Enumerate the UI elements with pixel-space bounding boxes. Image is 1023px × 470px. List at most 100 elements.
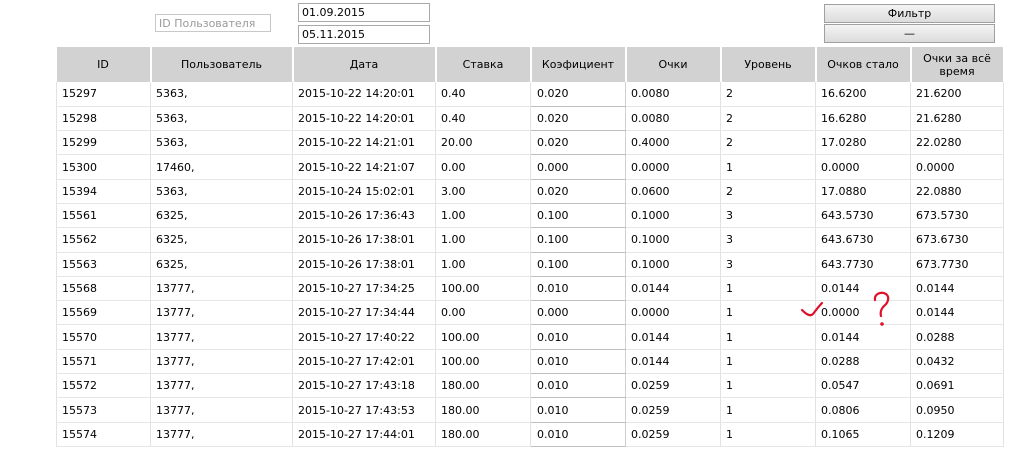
cell-points-total: 22.0280	[910, 130, 1004, 156]
cell-level: 2	[720, 106, 816, 132]
cell-points: 0.0080	[625, 106, 721, 132]
reset-button[interactable]: —	[824, 24, 995, 43]
column-header-points-after[interactable]: Очков стало	[815, 47, 912, 82]
cell-id: 15394	[56, 179, 151, 204]
cell-id: 15569	[56, 300, 151, 326]
cell-date: 2015-10-22 14:21:07	[292, 154, 436, 180]
cell-bet: 1.00	[435, 203, 531, 229]
cell-id: 15571	[56, 349, 151, 375]
cell-bet: 0.40	[435, 82, 531, 107]
column-header-user[interactable]: Пользователь	[150, 47, 294, 82]
cell-level: 2	[720, 82, 816, 107]
cell-id: 15561	[56, 203, 151, 229]
cell-points: 0.4000	[625, 130, 721, 156]
cell-points-total: 0.0144	[910, 300, 1004, 326]
cell-coefficient: 0.010	[530, 422, 626, 447]
cell-coefficient: 0.010	[530, 276, 626, 302]
cell-id: 15573	[56, 397, 151, 423]
table-row: 15394 5363, 2015-10-24 15:02:01 3.00 0.020 0.…	[56, 179, 1004, 204]
data-table: ID Пользователь Дата Ставка Коэфициент О…	[56, 47, 1005, 447]
cell-points-after: 0.0547	[815, 373, 911, 399]
cell-user: 5363,	[150, 106, 293, 132]
cell-bet: 0.00	[435, 154, 531, 180]
cell-points-total: 673.7730	[910, 252, 1004, 277]
cell-points-after: 643.7730	[815, 252, 911, 277]
cell-user: 5363,	[150, 179, 293, 204]
table-row: 15297 5363, 2015-10-22 14:20:01 0.40 0.020 0.…	[56, 82, 1004, 107]
column-header-coefficient[interactable]: Коэфициент	[530, 47, 627, 82]
cell-level: 1	[720, 276, 816, 302]
date-to-input[interactable]	[298, 25, 430, 44]
cell-level: 1	[720, 154, 816, 180]
cell-points-after: 0.0000	[815, 154, 911, 180]
column-header-date[interactable]: Дата	[292, 47, 437, 82]
column-header-points-total[interactable]: Очки за всё время	[910, 47, 1005, 82]
cell-coefficient: 0.020	[530, 179, 626, 204]
cell-user: 5363,	[150, 130, 293, 156]
cell-points-after: 16.6280	[815, 106, 911, 132]
cell-date: 2015-10-27 17:43:53	[292, 397, 436, 423]
cell-points-after: 643.6730	[815, 227, 911, 253]
cell-points: 0.0000	[625, 154, 721, 180]
cell-points: 0.0144	[625, 349, 721, 375]
cell-coefficient: 0.010	[530, 397, 626, 423]
cell-date: 2015-10-27 17:43:18	[292, 373, 436, 399]
cell-points-after: 17.0280	[815, 130, 911, 156]
cell-id: 15570	[56, 324, 151, 350]
cell-points-after: 16.6200	[815, 82, 911, 107]
cell-points-after: 0.0806	[815, 397, 911, 423]
cell-date: 2015-10-26 17:38:01	[292, 227, 436, 253]
table-row: 15574 13777, 2015-10-27 17:44:01 180.00 0.01…	[56, 422, 1004, 447]
cell-date: 2015-10-22 14:20:01	[292, 82, 436, 107]
cell-points: 0.0144	[625, 276, 721, 302]
cell-user: 6325,	[150, 227, 293, 253]
cell-points-after: 0.0288	[815, 349, 911, 375]
cell-level: 3	[720, 203, 816, 229]
cell-points-after: 0.0144	[815, 324, 911, 350]
table-header-row: ID Пользователь Дата Ставка Коэфициент О…	[56, 47, 1005, 82]
cell-date: 2015-10-27 17:34:44	[292, 300, 436, 326]
cell-user: 13777,	[150, 324, 293, 350]
cell-coefficient: 0.020	[530, 82, 626, 107]
cell-user: 13777,	[150, 397, 293, 423]
column-header-points[interactable]: Очки	[625, 47, 722, 82]
user-id-input[interactable]	[155, 14, 271, 32]
cell-points-total: 21.6280	[910, 106, 1004, 132]
cell-points-after: 0.1065	[815, 422, 911, 447]
cell-coefficient: 0.000	[530, 300, 626, 326]
cell-id: 15572	[56, 373, 151, 399]
cell-user: 5363,	[150, 82, 293, 107]
cell-points-after: 643.5730	[815, 203, 911, 229]
date-from-input[interactable]	[298, 3, 430, 22]
cell-date: 2015-10-22 14:20:01	[292, 106, 436, 132]
cell-level: 2	[720, 130, 816, 156]
column-header-bet[interactable]: Ставка	[435, 47, 532, 82]
cell-level: 1	[720, 373, 816, 399]
cell-points-total: 0.1209	[910, 422, 1004, 447]
cell-level: 1	[720, 324, 816, 350]
filter-button[interactable]: Фильтр	[824, 4, 995, 23]
cell-points: 0.0144	[625, 324, 721, 350]
cell-user: 13777,	[150, 300, 293, 326]
cell-user: 13777,	[150, 422, 293, 447]
cell-bet: 1.00	[435, 227, 531, 253]
cell-points: 0.0259	[625, 397, 721, 423]
cell-date: 2015-10-27 17:40:22	[292, 324, 436, 350]
cell-bet: 180.00	[435, 397, 531, 423]
cell-date: 2015-10-24 15:02:01	[292, 179, 436, 204]
cell-coefficient: 0.100	[530, 203, 626, 229]
column-header-id[interactable]: ID	[56, 47, 152, 82]
cell-id: 15298	[56, 106, 151, 132]
cell-level: 1	[720, 397, 816, 423]
cell-points-total: 0.0950	[910, 397, 1004, 423]
cell-bet: 0.00	[435, 300, 531, 326]
cell-user: 6325,	[150, 252, 293, 277]
table-row: 15571 13777, 2015-10-27 17:42:01 100.00 0.01…	[56, 349, 1004, 375]
cell-coefficient: 0.100	[530, 227, 626, 253]
cell-points: 0.1000	[625, 252, 721, 277]
table-row: 15570 13777, 2015-10-27 17:40:22 100.00 0.01…	[56, 324, 1004, 350]
column-header-level[interactable]: Уровень	[720, 47, 817, 82]
cell-id: 15574	[56, 422, 151, 447]
table-row: 15299 5363, 2015-10-22 14:21:01 20.00 0.020 0…	[56, 130, 1004, 156]
cell-id: 15563	[56, 252, 151, 277]
